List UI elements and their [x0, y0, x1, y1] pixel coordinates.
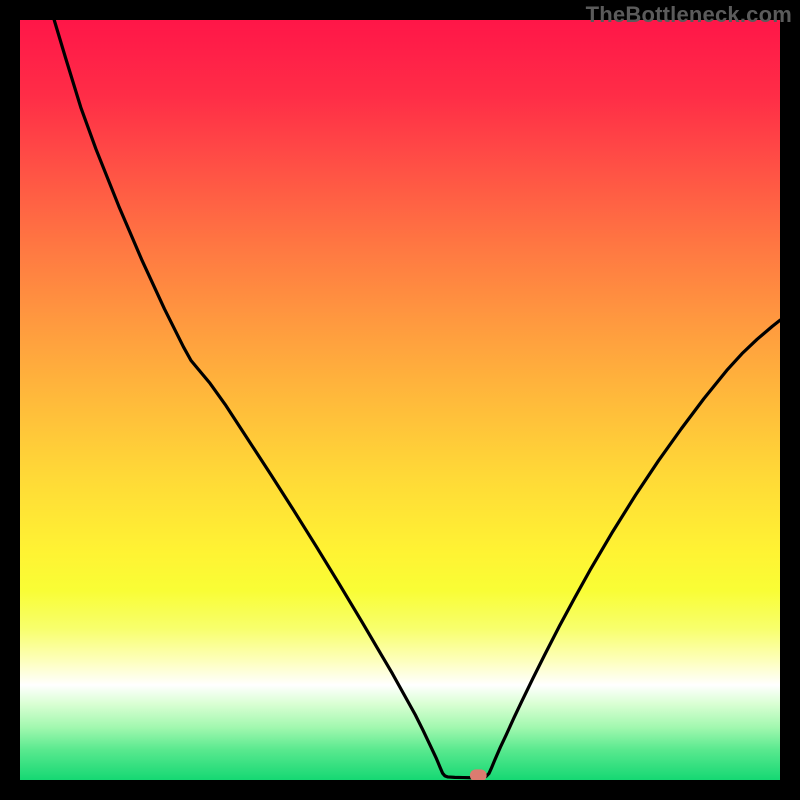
frame-border: [780, 0, 800, 800]
optimum-marker: [470, 769, 487, 781]
chart-container: TheBottleneck.com: [0, 0, 800, 800]
plot-background: [20, 20, 780, 780]
bottleneck-chart: [0, 0, 800, 800]
frame-border: [0, 0, 800, 20]
frame-border: [0, 0, 20, 800]
frame-border: [0, 780, 800, 800]
